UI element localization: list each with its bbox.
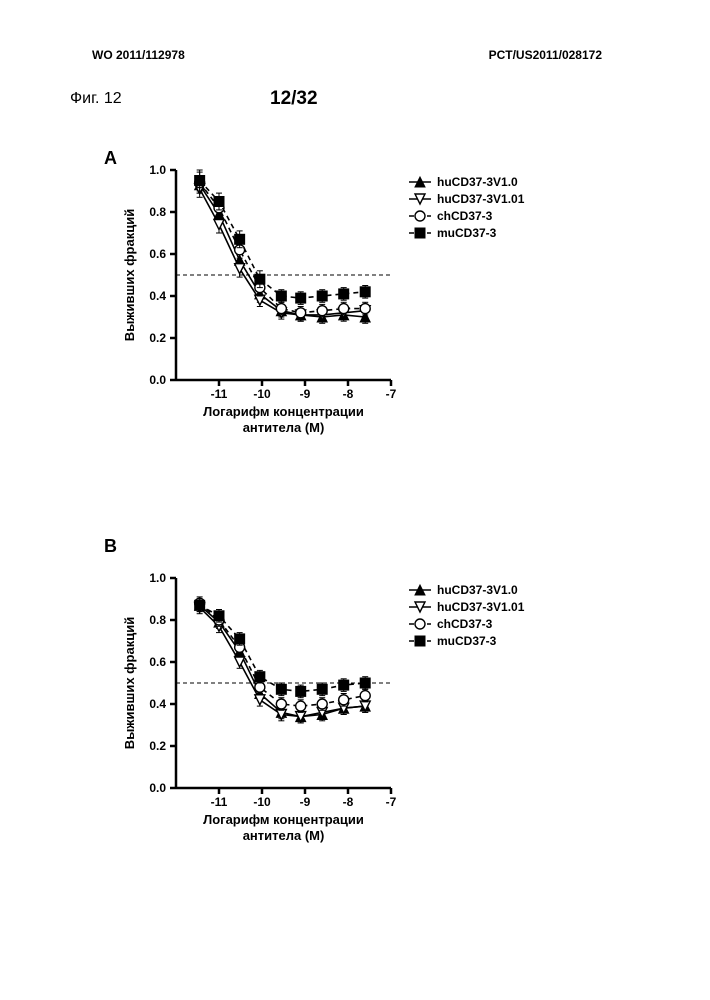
svg-text:-11: -11 xyxy=(211,795,228,809)
svg-text:Выживших фракций: Выживших фракций xyxy=(122,209,137,341)
svg-text:-11: -11 xyxy=(211,387,228,401)
svg-text:0.8: 0.8 xyxy=(149,205,166,219)
svg-text:0.4: 0.4 xyxy=(149,697,166,711)
svg-text:-9: -9 xyxy=(300,795,311,809)
svg-text:0.6: 0.6 xyxy=(149,655,166,669)
chart-a: -11 -10 -9 -8 -7 0.0 0.2 0.4 0.6 0.8 1.0 Логарифм к… xyxy=(120,160,551,445)
pct-number: PCT/US2011/028172 xyxy=(489,48,602,62)
svg-text:1.0: 1.0 xyxy=(149,163,166,177)
svg-text:huCD37-3V1.0: huCD37-3V1.0 xyxy=(437,175,518,189)
svg-text:0.0: 0.0 xyxy=(149,781,166,795)
header: WO 2011/112978 PCT/US2011/028172 xyxy=(0,48,710,68)
panel-a-label: A xyxy=(104,148,117,169)
svg-text:0.2: 0.2 xyxy=(149,331,166,345)
svg-text:-7: -7 xyxy=(386,795,397,809)
svg-text:0.6: 0.6 xyxy=(149,247,166,261)
svg-text:chCD37-3: chCD37-3 xyxy=(437,617,493,631)
chart-b: -11 -10 -9 -8 -7 0.0 0.2 0.4 0.6 0.8 1.0 Логарифм к… xyxy=(120,568,551,853)
svg-text:антитела (М): антитела (М) xyxy=(243,828,325,843)
svg-text:1.0: 1.0 xyxy=(149,571,166,585)
svg-text:-10: -10 xyxy=(253,795,271,809)
panel-b-label: B xyxy=(104,536,117,557)
svg-text:0.0: 0.0 xyxy=(149,373,166,387)
svg-text:muCD37-3: muCD37-3 xyxy=(437,634,497,648)
svg-text:huCD37-3V1.0: huCD37-3V1.0 xyxy=(437,583,518,597)
svg-text:huCD37-3V1.01: huCD37-3V1.01 xyxy=(437,192,525,206)
svg-text:антитела (М): антитела (М) xyxy=(243,420,325,435)
svg-text:-9: -9 xyxy=(300,387,311,401)
figure-label: Фиг. 12 xyxy=(70,90,122,108)
svg-text:huCD37-3V1.01: huCD37-3V1.01 xyxy=(437,600,525,614)
page-number: 12/32 xyxy=(270,88,318,110)
svg-text:-8: -8 xyxy=(343,795,354,809)
svg-text:chCD37-3: chCD37-3 xyxy=(437,209,493,223)
svg-text:-7: -7 xyxy=(386,387,397,401)
svg-text:0.4: 0.4 xyxy=(149,289,166,303)
svg-text:Логарифм концентрации: Логарифм концентрации xyxy=(203,812,364,827)
svg-text:Логарифм концентрации: Логарифм концентрации xyxy=(203,404,364,419)
wo-number: WO 2011/112978 xyxy=(92,48,185,62)
svg-text:0.8: 0.8 xyxy=(149,613,166,627)
svg-text:Выживших фракций: Выживших фракций xyxy=(122,617,137,749)
page: WO 2011/112978 PCT/US2011/028172 Фиг. 12… xyxy=(0,0,710,1000)
svg-text:muCD37-3: muCD37-3 xyxy=(437,226,497,240)
svg-text:0.2: 0.2 xyxy=(149,739,166,753)
svg-text:-8: -8 xyxy=(343,387,354,401)
svg-text:-10: -10 xyxy=(253,387,271,401)
